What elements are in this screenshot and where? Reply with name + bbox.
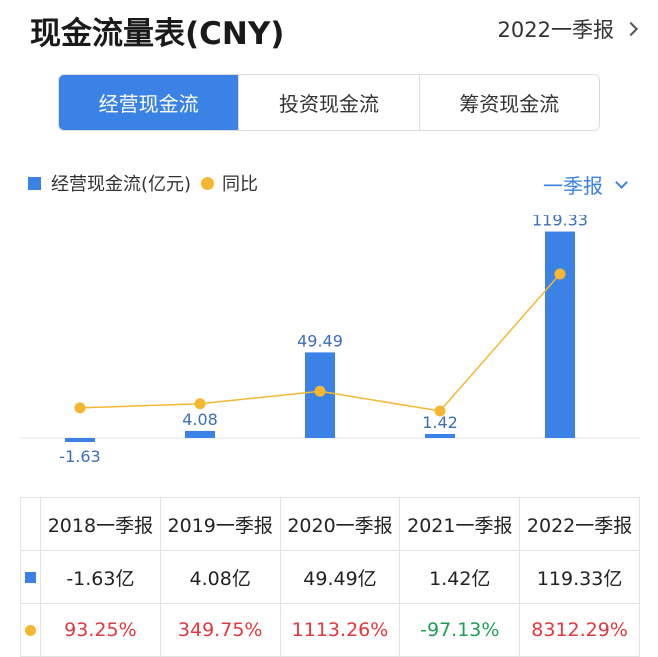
yoy-point[interactable] [194, 398, 206, 410]
bar-value-label: 119.33 [532, 215, 588, 230]
period-label: 2022一季报 [497, 18, 614, 42]
row-marker-cell [20, 603, 41, 657]
bar[interactable] [185, 430, 215, 438]
value-cell: 119.33亿 [519, 550, 640, 604]
tab-operating[interactable]: 经营现金流 [59, 75, 239, 130]
bar-series-marker [25, 572, 36, 583]
value-cell: 4.08亿 [159, 550, 281, 604]
yoy-point[interactable] [74, 402, 86, 414]
chart-legend: 经营现金流(亿元) 同比 [28, 170, 258, 196]
yoy-cell: 349.75% [159, 603, 281, 657]
bar[interactable] [65, 438, 95, 442]
table-header-row: 2018一季报 2019一季报 2020一季报 2021一季报 2022一季报 [20, 497, 640, 551]
yoy-point[interactable] [314, 385, 326, 397]
frequency-label: 一季报 [543, 174, 603, 198]
legend-line-marker [201, 176, 215, 190]
period-selector[interactable]: 2022一季报 [497, 14, 639, 44]
line-series-marker [25, 625, 36, 636]
bar-value-label: 49.49 [297, 331, 343, 350]
cashflow-chart: -1.63 4.08 49.49 1.42 119.33 [20, 215, 640, 466]
legend-bar-label: 经营现金流(亿元) [51, 174, 192, 195]
page-title: 现金流量表(CNY) [30, 16, 285, 52]
chevron-down-icon [615, 175, 628, 189]
yoy-point[interactable] [434, 405, 446, 417]
table-header-cell: 2021一季报 [399, 497, 521, 551]
yoy-cell: 1113.26% [279, 603, 401, 657]
bar-value-label: -1.63 [59, 447, 100, 466]
table-header-cell: 2019一季报 [159, 497, 281, 551]
bar[interactable] [425, 434, 455, 438]
bar-value-label: 1.42 [422, 413, 458, 432]
legend-bar-marker [28, 176, 41, 190]
yoy-cell: -97.13% [399, 603, 521, 657]
yoy-point[interactable] [554, 268, 566, 280]
table-row-values: -1.63亿 4.08亿 49.49亿 1.42亿 119.33亿 [20, 550, 640, 604]
table-header-cell: 2020一季报 [279, 497, 401, 551]
value-cell: -1.63亿 [40, 550, 161, 604]
value-cell: 49.49亿 [279, 550, 401, 604]
bar[interactable] [545, 231, 575, 438]
data-table: 2018一季报 2019一季报 2020一季报 2021一季报 2022一季报 … [20, 497, 640, 657]
row-marker-cell [20, 550, 41, 604]
frequency-dropdown[interactable]: 一季报 [543, 170, 628, 199]
legend-line-label: 同比 [222, 174, 259, 195]
tab-investing[interactable]: 投资现金流 [238, 75, 418, 130]
value-cell: 1.42亿 [399, 550, 521, 604]
table-header-cell: 2022一季报 [519, 497, 640, 551]
header: 现金流量表(CNY) 2022一季报 [0, 0, 658, 60]
bar-value-label: 4.08 [182, 410, 218, 429]
chevron-right-icon [623, 21, 639, 37]
yoy-cell: 93.25% [40, 603, 161, 657]
yoy-cell: 8312.29% [519, 603, 640, 657]
table-header-cell: 2018一季报 [40, 497, 161, 551]
cashflow-tabs: 经营现金流 投资现金流 筹资现金流 [58, 74, 600, 131]
table-row-yoy: 93.25% 349.75% 1113.26% -97.13% 8312.29% [20, 603, 640, 657]
table-corner-cell [20, 497, 41, 551]
tab-financing[interactable]: 筹资现金流 [418, 75, 599, 130]
